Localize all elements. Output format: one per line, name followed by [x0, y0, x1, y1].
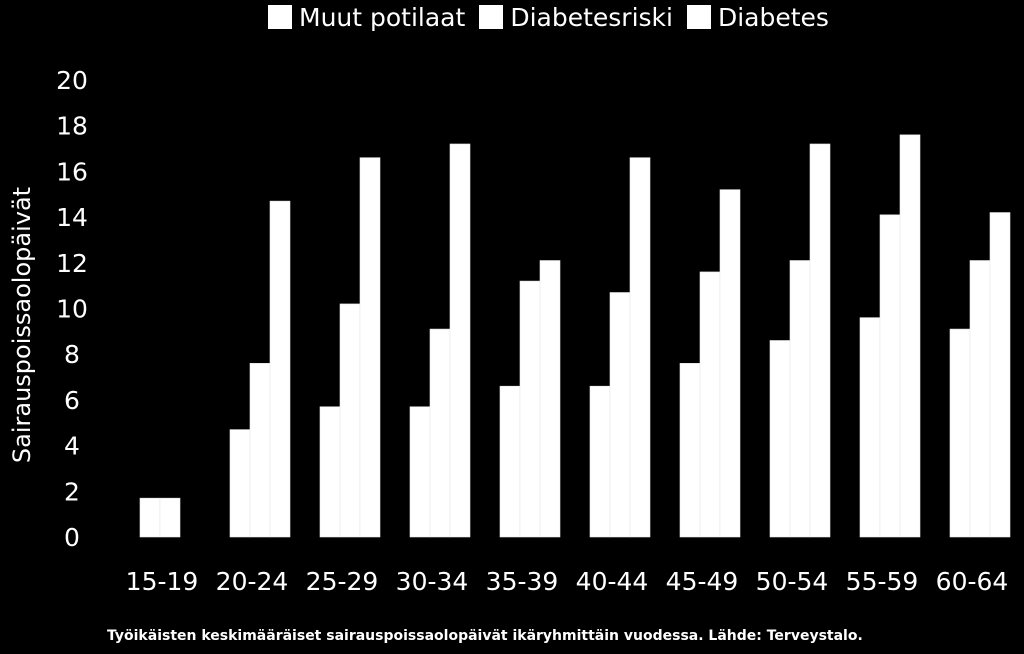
- legend-swatch: [268, 5, 292, 29]
- bar-55-59-diabetesriski: [879, 214, 901, 538]
- y-axis-ticks: 0 2 4 6 8 10 12 14 16 18 20: [56, 66, 88, 552]
- bar-25-29-muut-potilaat: [319, 406, 341, 538]
- bar-20-24-diabetesriski: [249, 363, 271, 538]
- bar-60-64-diabetes: [989, 212, 1011, 538]
- y-tick-label: 4: [64, 432, 80, 461]
- bar-50-54-diabetes: [809, 143, 831, 538]
- chart-caption: Työikäisten keskimääräiset sairauspoissa…: [107, 628, 863, 644]
- legend-item-diabetesriski: Diabetesriski: [479, 3, 673, 32]
- y-tick-label: 10: [56, 295, 88, 324]
- bar-50-54-muut-potilaat: [769, 340, 791, 538]
- x-tick-label: 35-39: [486, 567, 559, 596]
- bar-20-24-muut-potilaat: [229, 429, 251, 538]
- bar-15-19-diabetesriski: [159, 497, 181, 538]
- y-tick-label: 8: [64, 340, 80, 369]
- x-tick-label: 40-44: [576, 567, 649, 596]
- legend-label: Diabetes: [717, 2, 829, 32]
- bar-45-49-diabetesriski: [699, 271, 721, 538]
- x-tick-label: 15-19: [126, 567, 199, 596]
- legend-label: Muut potilaat: [299, 2, 466, 32]
- bar-20-24-diabetes: [269, 200, 291, 538]
- bar-35-39-muut-potilaat: [499, 385, 521, 538]
- x-axis-ticks: 15-19 20-24 25-29 30-34 35-39 40-44 45-49 50-54…: [126, 567, 1009, 596]
- legend-swatch: [686, 5, 711, 29]
- bar-45-49-muut-potilaat: [679, 363, 701, 538]
- y-tick-label: 16: [56, 157, 88, 186]
- x-tick-label: 60-64: [936, 567, 1009, 596]
- y-tick-label: 2: [64, 477, 80, 506]
- legend-swatch: [479, 5, 504, 29]
- bars-group: [139, 134, 1011, 538]
- bar-30-34-diabetes: [449, 143, 471, 538]
- bar-55-59-muut-potilaat: [859, 317, 881, 538]
- legend: Muut potilaat Diabetesriski Diabetes: [268, 0, 829, 34]
- bar-40-44-diabetes: [629, 157, 651, 538]
- x-tick-label: 25-29: [306, 567, 379, 596]
- bar-35-39-diabetesriski: [519, 280, 541, 538]
- bar-15-19-muut-potilaat: [139, 497, 161, 538]
- x-tick-label: 55-59: [846, 567, 919, 596]
- y-tick-label: 0: [64, 523, 80, 552]
- bar-60-64-diabetesriski: [969, 260, 991, 538]
- legend-label: Diabetesriski: [510, 2, 673, 32]
- y-tick-label: 20: [56, 66, 88, 95]
- legend-item-diabetes: Diabetes: [686, 2, 829, 32]
- bar-35-39-diabetes: [539, 260, 561, 538]
- bar-40-44-diabetesriski: [609, 292, 631, 538]
- y-tick-label: 14: [56, 203, 88, 232]
- x-tick-label: 50-54: [756, 567, 829, 596]
- bar-50-54-diabetesriski: [789, 260, 811, 538]
- bar-45-49-diabetes: [719, 189, 741, 538]
- bar-30-34-muut-potilaat: [409, 406, 431, 538]
- x-tick-label: 20-24: [216, 567, 289, 596]
- bar-30-34-diabetesriski: [429, 328, 451, 538]
- y-axis-label: Sairauspoissaolopäivät: [8, 186, 36, 464]
- bar-25-29-diabetes: [359, 157, 381, 538]
- legend-item-muut-potilaat: Muut potilaat: [268, 3, 465, 32]
- bar-40-44-muut-potilaat: [589, 385, 611, 538]
- y-tick-label: 18: [56, 112, 88, 141]
- bar-25-29-diabetesriski: [339, 303, 361, 538]
- y-tick-label: 6: [64, 386, 80, 415]
- bar-55-59-diabetes: [899, 134, 921, 538]
- x-tick-label: 45-49: [666, 567, 739, 596]
- bar-60-64-muut-potilaat: [949, 328, 971, 538]
- y-tick-label: 12: [56, 249, 88, 278]
- x-tick-label: 30-34: [396, 567, 469, 596]
